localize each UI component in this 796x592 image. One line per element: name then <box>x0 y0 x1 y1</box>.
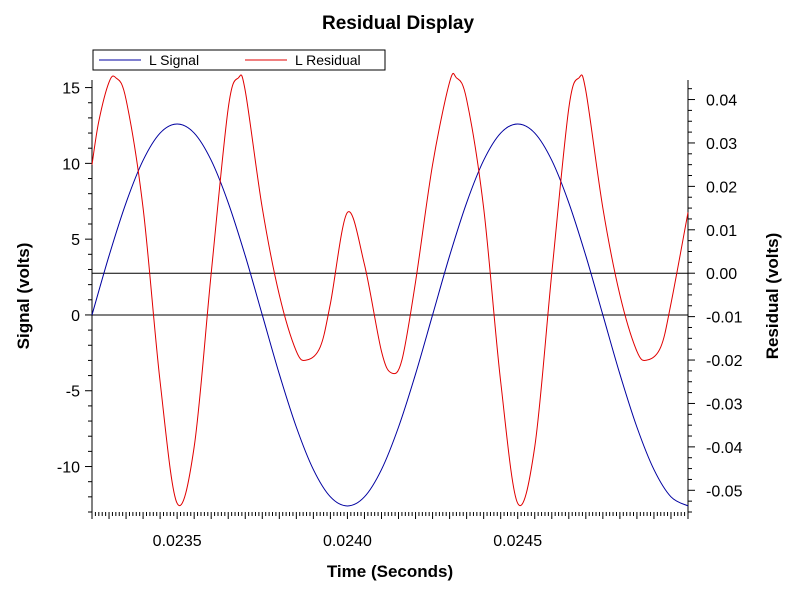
left-axis-tick-label: 15 <box>62 81 80 98</box>
chart-title: Residual Display <box>322 13 474 34</box>
right-axis-tick-label: 0.00 <box>706 266 737 283</box>
legend-box <box>92 49 386 71</box>
legend-label-l-residual: L Residual <box>295 52 361 68</box>
axis-ticks <box>85 87 695 519</box>
x-axis-tick-label: 0.0240 <box>323 533 372 550</box>
right-axis-tick-label: 0.03 <box>706 136 737 153</box>
legend: L Signal L Residual <box>92 49 386 71</box>
series-line-l-residual <box>91 72 689 507</box>
legend-label-l-signal: L Signal <box>149 52 199 68</box>
left-axis-tick-label: -10 <box>57 460 80 477</box>
x-axis-title: Time (Seconds) <box>327 562 453 581</box>
x-axis-tick-label: 0.0235 <box>153 533 202 550</box>
right-axis-tick-label: 0.01 <box>706 223 737 240</box>
left-axis-tick-label: -5 <box>66 384 80 401</box>
x-axis-tick-label: 0.0245 <box>493 533 542 550</box>
series-line-l-signal <box>91 123 689 507</box>
right-axis-tick-label: -0.05 <box>706 483 743 500</box>
right-axis-tick-label: -0.04 <box>706 440 743 457</box>
right-axis-tick-label: -0.02 <box>706 353 743 370</box>
left-axis-tick-label: 5 <box>71 232 80 249</box>
y-axis-left-title: Signal (volts) <box>14 243 33 350</box>
y-axis-right-title: Residual (volts) <box>763 233 782 360</box>
right-axis-tick-label: 0.04 <box>706 93 737 110</box>
right-axis-tick-label: -0.03 <box>706 396 743 413</box>
right-axis-tick-label: 0.02 <box>706 179 737 196</box>
left-axis-tick-label: 10 <box>62 156 80 173</box>
axis-tick-labels: 15 10 5 0 -5 -10 0.04 0.03 0.02 0.01 0.00 -0.01 -0.0… <box>57 81 743 550</box>
left-axis-tick-label: 0 <box>71 308 80 325</box>
series-layer <box>91 72 689 507</box>
right-axis-tick-label: -0.01 <box>706 310 743 327</box>
